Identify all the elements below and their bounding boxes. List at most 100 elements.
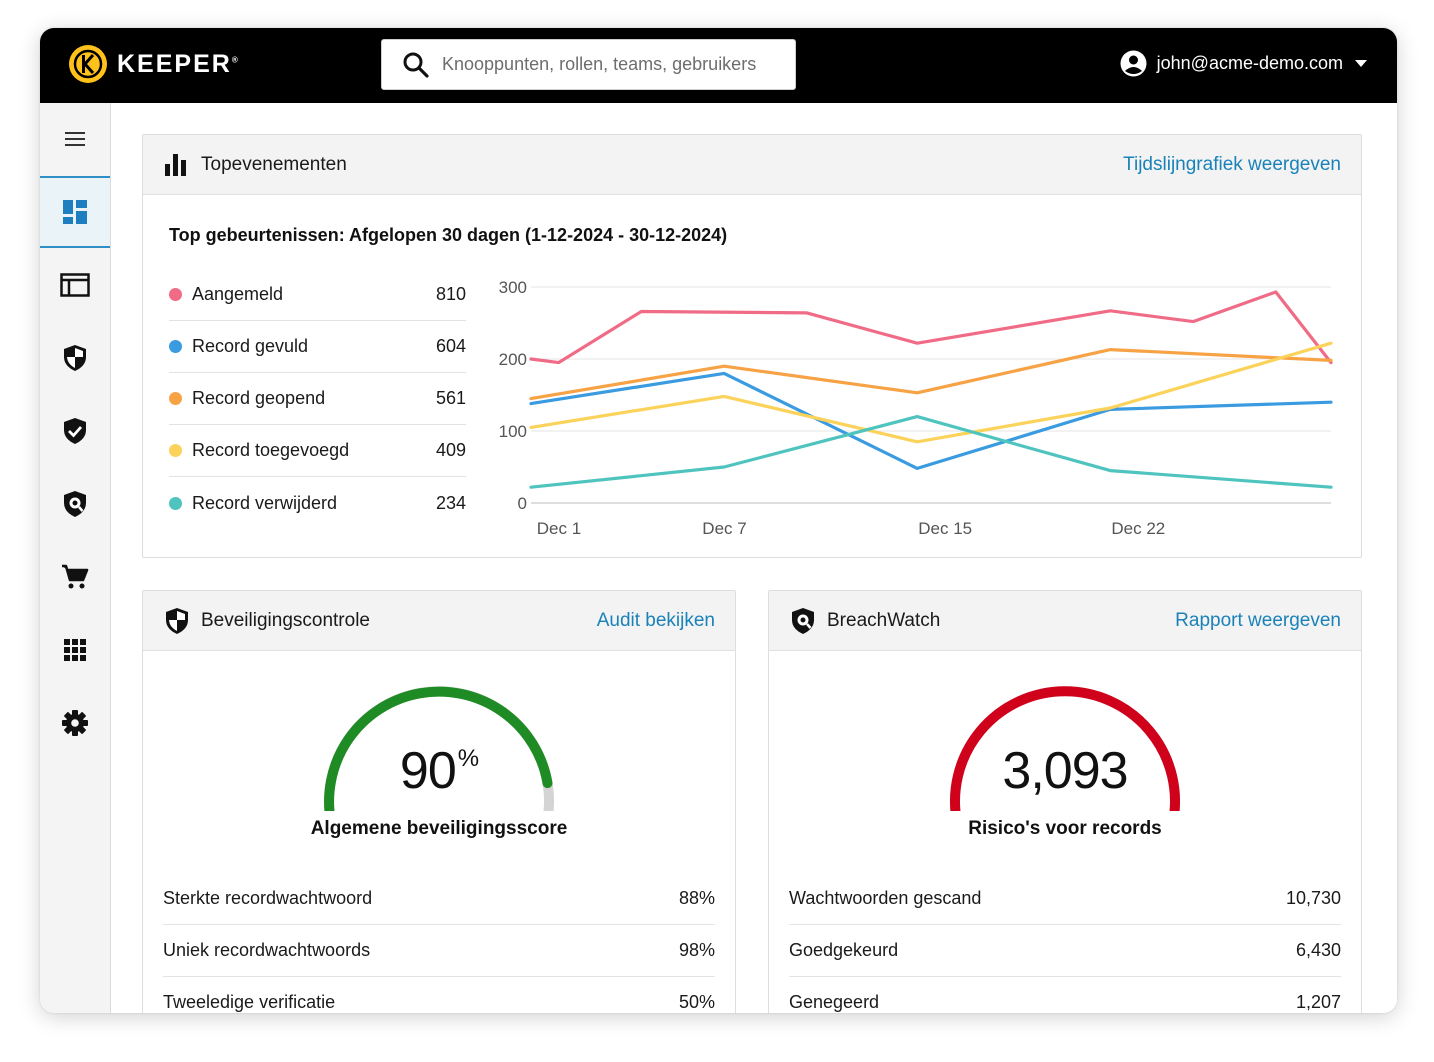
sidebar-item-breachwatch[interactable] xyxy=(40,468,110,540)
search-input[interactable] xyxy=(442,54,782,75)
x-tick-label: Dec 1 xyxy=(537,519,581,538)
breachwatch-arc xyxy=(950,686,1180,811)
top-events-card: Topevenementen Tijdslijngrafiek weergeve… xyxy=(142,134,1362,558)
events-legend: Aangemeld 810 Record gevuld 604 Record geope… xyxy=(169,269,466,529)
cart-icon xyxy=(62,564,89,589)
legend-value: 409 xyxy=(435,440,466,460)
legend-dot xyxy=(169,392,182,405)
logo-text: KEEPER® xyxy=(117,49,238,78)
account-email: john@acme-demo.com xyxy=(1156,53,1343,73)
series-line xyxy=(529,371,1333,470)
security-score-arc xyxy=(324,686,554,811)
main-content: Topevenementen Tijdslijngrafiek weergeve… xyxy=(111,103,1397,1013)
top-events-title: Topevenementen xyxy=(201,153,347,175)
y-tick-label: 0 xyxy=(518,494,527,513)
legend-value: 234 xyxy=(435,492,466,513)
legend-item: Aangemeld 810 xyxy=(169,269,466,321)
top-bar: KEEPER® john@acme-demo.com xyxy=(40,28,1397,103)
stat-row: Tweeledige verificatie 50% xyxy=(163,977,715,1013)
app-window: KEEPER® john@acme-demo.com xyxy=(40,28,1397,1013)
security-shield-icon xyxy=(165,607,189,635)
events-line-chart: 0 100 200 300 Dec 1 Dec 7 Dec 15 Dec 22 xyxy=(499,278,1333,538)
breachwatch-shield-icon xyxy=(64,491,86,517)
stat-row: Goedgekeurd 6,430 xyxy=(789,925,1341,977)
stat-row: Genegeerd 1,207 xyxy=(789,977,1341,1013)
chevron-down-icon xyxy=(1355,59,1367,67)
legend-item: Record verwijderd 234 xyxy=(169,477,466,529)
apps-grid-icon xyxy=(64,639,86,661)
breachwatch-shield-icon xyxy=(791,607,815,635)
legend-dot xyxy=(169,340,182,353)
gear-icon xyxy=(62,710,88,736)
security-stats-list: Sterkte recordwachtwoord 88% Uniek recordw… xyxy=(163,873,715,1013)
sidebar-item-admin[interactable] xyxy=(40,249,110,321)
legend-label: Record verwijderd xyxy=(192,492,338,513)
stat-label: Goedgekeurd xyxy=(789,940,899,960)
menu-icon xyxy=(65,132,85,146)
sidebar-item-compliance[interactable] xyxy=(40,395,110,467)
security-score-label: Algemene beveiligingsscore xyxy=(310,818,568,839)
x-tick-label: Dec 15 xyxy=(918,519,972,538)
stat-value: 50% xyxy=(678,992,715,1012)
breachwatch-gauge xyxy=(769,671,1361,811)
series-line xyxy=(529,347,1333,401)
series-line xyxy=(529,290,1333,365)
sidebar-item-dashboard[interactable] xyxy=(40,176,110,248)
admin-console-icon xyxy=(60,273,90,297)
stat-row: Wachtwoorden gescand 10,730 xyxy=(789,873,1341,925)
search-box[interactable] xyxy=(381,39,796,90)
sidebar-item-menu[interactable] xyxy=(40,103,110,175)
stat-label: Sterkte recordwachtwoord xyxy=(163,888,373,908)
keeper-logo[interactable]: KEEPER® xyxy=(68,44,238,84)
security-shield-icon xyxy=(64,345,86,371)
stat-value: 98% xyxy=(678,940,715,960)
legend-label: Record gevuld xyxy=(192,336,309,356)
sidebar-item-apps[interactable] xyxy=(40,614,110,686)
legend-dot xyxy=(169,444,182,457)
stat-value: 10,730 xyxy=(1285,888,1341,908)
legend-dot xyxy=(169,288,182,301)
legend-value: 810 xyxy=(435,284,466,304)
top-events-header: Topevenementen Tijdslijngrafiek weergeve… xyxy=(143,135,1361,195)
user-avatar-icon xyxy=(1120,50,1147,77)
series-line xyxy=(529,415,1333,489)
sidebar-item-store[interactable] xyxy=(40,541,110,613)
y-tick-label: 300 xyxy=(499,278,527,297)
breachwatch-stats-list: Wachtwoorden gescand 10,730 Goedgekeurd 6,4… xyxy=(789,873,1341,1013)
stat-row: Sterkte recordwachtwoord 88% xyxy=(163,873,715,925)
search-icon xyxy=(403,52,429,78)
y-tick-label: 200 xyxy=(499,350,527,369)
security-score-gauge xyxy=(143,671,735,811)
breachwatch-count-value: 3,093 xyxy=(1002,742,1128,800)
legend-item: Record toegevoegd 409 xyxy=(169,425,466,477)
compliance-shield-check-icon xyxy=(64,418,86,444)
legend-value: 561 xyxy=(435,388,466,408)
y-tick-label: 100 xyxy=(499,422,527,441)
stat-row: Uniek recordwachtwoords 98% xyxy=(163,925,715,977)
sidebar-item-settings[interactable] xyxy=(40,687,110,759)
x-tick-label: Dec 22 xyxy=(1111,519,1165,538)
security-audit-card: Beveiligingscontrole Audit bekijken 90% … xyxy=(142,590,736,1013)
account-menu[interactable]: john@acme-demo.com xyxy=(1120,50,1367,77)
legend-label: Record toegevoegd xyxy=(192,440,350,460)
dashboard-icon xyxy=(63,200,87,224)
sidebar-item-security-audit[interactable] xyxy=(40,322,110,394)
security-audit-header: Beveiligingscontrole Audit bekijken xyxy=(143,591,735,651)
legend-item: Record gevuld 604 xyxy=(169,321,466,373)
view-timeline-link[interactable]: Tijdslijngrafiek weergeven xyxy=(1123,153,1341,175)
stat-label: Tweeledige verificatie xyxy=(163,992,336,1012)
breachwatch-count-label: Risico's voor records xyxy=(968,818,1162,839)
security-audit-title: Beveiligingscontrole xyxy=(201,609,370,631)
top-events-subtitle: Top gebeurtenissen: Afgelopen 30 dagen (… xyxy=(169,225,728,245)
view-audit-link[interactable]: Audit bekijken xyxy=(596,609,715,631)
x-tick-label: Dec 7 xyxy=(702,519,746,538)
bar-chart-icon xyxy=(165,153,189,176)
legend-value: 604 xyxy=(435,336,466,356)
series-line xyxy=(529,341,1333,444)
view-report-link[interactable]: Rapport weergeven xyxy=(1175,609,1341,631)
legend-label: Aangemeld xyxy=(192,284,284,304)
stat-value: 88% xyxy=(678,888,715,908)
breachwatch-header: BreachWatch Rapport weergeven xyxy=(769,591,1361,651)
stat-label: Uniek recordwachtwoords xyxy=(163,940,371,960)
keeper-logo-icon xyxy=(69,45,107,83)
